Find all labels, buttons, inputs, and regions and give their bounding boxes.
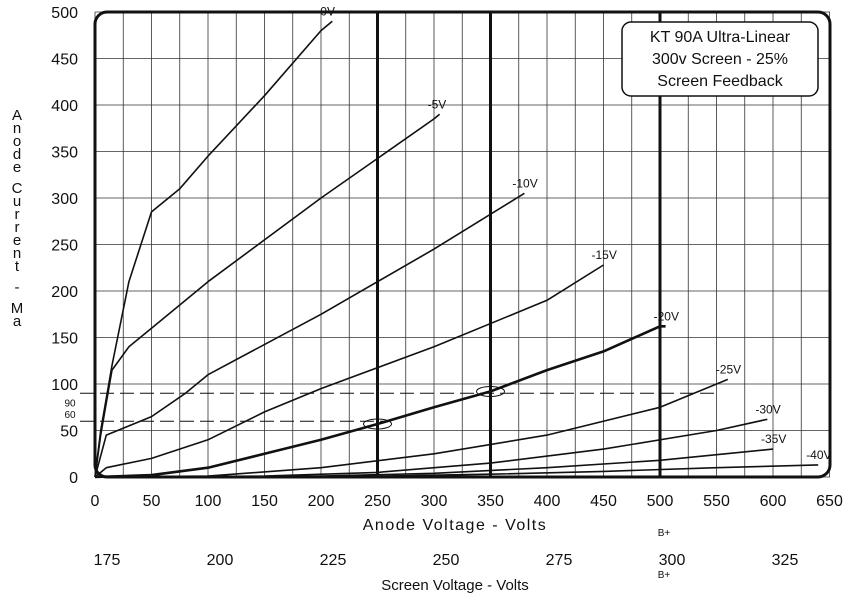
annotation-line-2: 300v Screen - 25%	[652, 51, 788, 68]
y-title-char: e	[13, 232, 21, 249]
curve-minus10v	[94, 192, 525, 478]
y-title-char: n	[13, 120, 21, 137]
x-tick-label: 200	[308, 493, 335, 510]
screen-voltage-tick-label: 225	[320, 552, 347, 569]
y-tick-label: 300	[51, 191, 78, 208]
y-tick-labels: 0 50 100 150 200 250 300 350 400 450 500	[51, 5, 78, 487]
curve-label: -25V	[716, 362, 741, 376]
x-tick-label: 650	[816, 493, 843, 510]
y-title-char: d	[13, 146, 21, 163]
x-tick-label: 450	[590, 493, 617, 510]
y-title-char: C	[12, 180, 23, 197]
x-axis-title: Anode Voltage - Volts	[363, 517, 548, 534]
y-title-char: M	[11, 300, 24, 317]
curve-minus5v	[94, 113, 441, 478]
operating-point-markers	[363, 385, 505, 430]
curve-label: -35V	[761, 432, 786, 446]
curve-label: 0V	[320, 4, 335, 18]
curve-label: -30V	[755, 402, 780, 416]
y-tick-label: 250	[51, 238, 78, 255]
y-title-char: r	[15, 206, 20, 223]
y-tick-label: 0	[69, 470, 78, 487]
plot-frame	[93, 10, 832, 479]
bplus-label-anode: B+	[658, 528, 671, 539]
curve-label: -10V	[512, 176, 537, 190]
y-title-char: u	[13, 193, 21, 210]
operating-point-ellipse	[363, 418, 392, 430]
x-tick-label: 100	[195, 493, 222, 510]
y-title-char: n	[13, 245, 21, 262]
y-tick-label: 200	[51, 284, 78, 301]
annotation-box: KT 90A Ultra-Linear 300v Screen - 25% Sc…	[621, 21, 819, 97]
y-tick-label: 350	[51, 145, 78, 162]
y-title-char: A	[12, 107, 22, 124]
operating-point-ellipse	[476, 385, 505, 397]
annotation-line-1: KT 90A Ultra-Linear	[650, 29, 791, 46]
annotation-line-3: Screen Feedback	[657, 73, 783, 90]
x-tick-label: 0	[91, 493, 100, 510]
curve-label: -20V	[654, 309, 679, 323]
bplus-label-screen: B+	[658, 570, 671, 581]
curve-minus15v	[94, 264, 604, 478]
screen-voltage-tick-label: 300	[659, 552, 686, 569]
screen-voltage-tick-label: 275	[546, 552, 573, 569]
y-tick-label: 50	[60, 424, 78, 441]
y-tick-label: 400	[51, 98, 78, 115]
screen-voltage-tick-label: 200	[207, 552, 234, 569]
y-tick-label: 100	[51, 377, 78, 394]
x-tick-label: 150	[251, 493, 278, 510]
screen-voltage-tick-label: 250	[433, 552, 460, 569]
x-tick-label: 50	[143, 493, 161, 510]
x-tick-labels: 0 50 100 150 200 250 300 350 400 450 500 550 600 650	[91, 493, 843, 510]
curve-minus20v	[94, 325, 666, 479]
screen-voltage-title: Screen Voltage - Volts	[381, 577, 529, 594]
y-title-char: r	[15, 219, 20, 236]
y-tick-label: 500	[51, 5, 78, 22]
x-tick-label: 550	[703, 493, 730, 510]
y-tick-label: 150	[51, 331, 78, 348]
x-tick-label: 300	[421, 493, 448, 510]
curve-label: -40V	[806, 448, 831, 462]
y-tick-label: 450	[51, 52, 78, 69]
y-title-char: t	[15, 258, 20, 275]
annotation-frame	[621, 21, 819, 97]
load-mark-label: 60	[64, 410, 76, 421]
curve-minus40v	[94, 464, 819, 478]
screen-voltage-tick-label: 175	[94, 552, 121, 569]
y-title-char: a	[13, 313, 22, 330]
x-tick-label: 250	[364, 493, 391, 510]
x-tick-label: 600	[760, 493, 787, 510]
x-tick-label: 500	[647, 493, 674, 510]
x-tick-label: 350	[477, 493, 504, 510]
y-title-char: o	[13, 133, 21, 150]
curve-label: -5V	[428, 97, 447, 111]
curves	[94, 20, 819, 479]
curve-labels: 0V -5V -10V -15V -20V -25V -30V -35V -40V	[320, 4, 831, 462]
curve-label: -15V	[592, 248, 617, 262]
screen-voltage-tick-label: 325	[772, 552, 799, 569]
screen-voltage-tick-labels: 175 200 225 250 275 300 325	[94, 552, 799, 569]
y-title-char: e	[13, 159, 21, 176]
x-tick-label: 400	[534, 493, 561, 510]
y-title-char: -	[15, 279, 20, 296]
load-mark-label: 90	[64, 398, 76, 409]
curve-0v	[94, 20, 333, 478]
